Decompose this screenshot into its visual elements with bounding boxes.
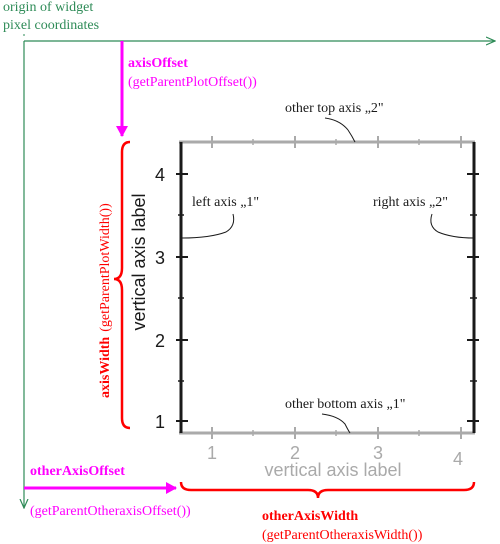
axis-width-annotation: axisWidth (getParentPlotWidth()) (98, 140, 131, 430)
origin-caption-line1: origin of widget (3, 0, 93, 15)
callout-top-axis: other top axis „2" (285, 101, 384, 116)
other-axis-width-annotation: otherAxisWidth (getParentOtheraxisWidth(… (179, 481, 476, 543)
horizontal-tick-label-4: 4 (453, 449, 463, 469)
callout-right-axis-pointer (430, 213, 475, 239)
callout-left-axis: left axis „1" (192, 195, 259, 210)
other-axis-width-function: (getParentOtheraxisWidth()) (262, 528, 423, 543)
horizontal-tick-label-3: 3 (373, 443, 383, 463)
bottom-axis (179, 427, 475, 439)
axis-offset-annotation: axisOffset (getParentPlotOffset()) (116, 41, 257, 137)
other-axis-width-brace (179, 481, 476, 499)
callout-bottom-axis-pointer (321, 413, 351, 434)
other-axis-offset-label: otherAxisOffset (30, 464, 125, 479)
horizontal-axis-title: vertical axis label (264, 460, 401, 480)
vertical-tick-label-2: 2 (155, 331, 165, 351)
other-axis-width-label: otherAxisWidth (262, 509, 358, 524)
callout-right-axis: right axis „2" (373, 195, 448, 210)
vertical-axis-labels: 1 2 3 4 vertical axis label (129, 165, 165, 432)
vertical-axis-title: vertical axis label (129, 193, 149, 330)
widget-coordinate-axes (24, 34, 495, 508)
callout-top-axis-pointer (324, 117, 356, 143)
callout-left-axis-pointer (181, 213, 235, 239)
plot-frame (176, 136, 479, 439)
horizontal-axis-labels: 1 2 3 4 vertical axis label (207, 443, 463, 480)
axis-offset-function: (getParentPlotOffset()) (128, 75, 257, 90)
callout-bottom-axis: other bottom axis „1" (285, 397, 405, 412)
right-axis (467, 142, 479, 433)
horizontal-tick-label-1: 1 (207, 443, 217, 463)
axis-width-text: axisWidth (getParentPlotWidth()) (98, 203, 113, 398)
horizontal-tick-label-2: 2 (290, 443, 300, 463)
axis-width-function: (getParentPlotWidth()) (98, 203, 113, 332)
axis-offset-label: axisOffset (128, 56, 188, 71)
axis-callouts: other top axis „2" left axis „1" right a… (181, 101, 475, 434)
top-axis (179, 136, 475, 148)
origin-caption: origin of widget pixel coordinates (3, 0, 99, 33)
axis-width-label: axisWidth (98, 337, 113, 398)
left-axis (176, 142, 188, 433)
vertical-tick-label-4: 4 (155, 165, 165, 185)
axis-width-brace (113, 140, 131, 430)
vertical-tick-label-3: 3 (155, 248, 165, 268)
other-axis-offset-annotation: otherAxisOffset (getParentOtheraxisOffse… (24, 464, 191, 519)
vertical-tick-label-1: 1 (155, 412, 165, 432)
other-axis-offset-function: (getParentOtheraxisOffset()) (30, 504, 191, 519)
origin-caption-line2: pixel coordinates (3, 18, 99, 33)
